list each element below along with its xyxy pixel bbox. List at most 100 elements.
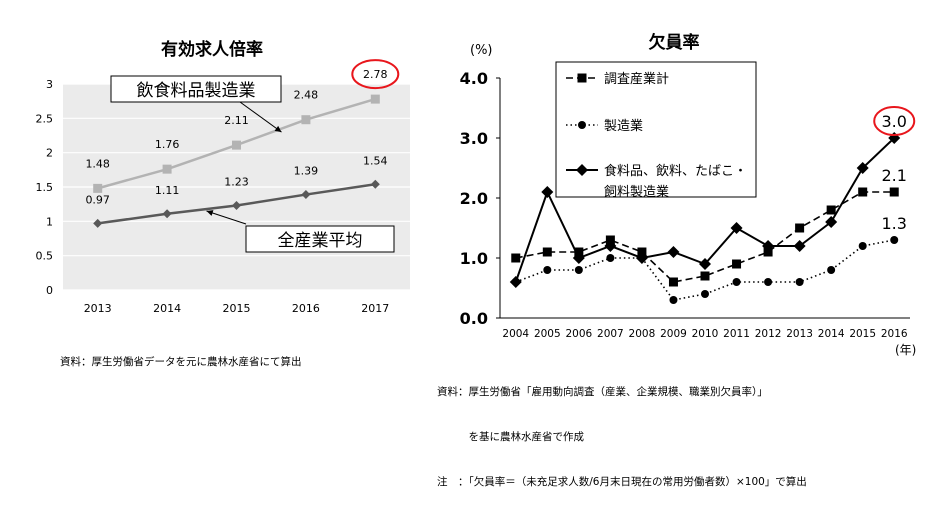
food-beverage-tobacco-marker — [793, 240, 806, 252]
food-beverage-tobacco-legend-label: 食料品、飲料、たばこ・ — [604, 163, 747, 179]
right-x-unit-label: (年) — [895, 343, 916, 357]
all-series-marker — [162, 209, 172, 219]
food-series-data-label: 1.76 — [155, 138, 180, 151]
left-y-tick-label: 0.5 — [36, 250, 54, 263]
right-x-tick-label: 2004 — [502, 328, 529, 340]
survey-industries-legend-marker — [577, 73, 587, 83]
right-end-labels: 3.0 2.1 1.3 — [873, 106, 916, 233]
left-x-tick-labels: 2013 2014 2015 2016 2017 — [84, 302, 390, 315]
right-end-label: 2.1 — [882, 166, 907, 185]
manufacturing-marker — [606, 254, 615, 262]
food-series-marker — [162, 164, 172, 174]
right-source-line-1: 資料：厚生労働省「雇用動向調査（産業、企業規模、職業別欠員率）」 — [437, 386, 768, 398]
right-x-tick-label: 2014 — [818, 328, 845, 340]
food-series-data-label: 2.11 — [224, 114, 249, 127]
survey-industries-marker — [826, 205, 836, 215]
manufacturing-marker — [701, 290, 709, 298]
survey-industries-marker — [732, 259, 742, 269]
highlight-circle-2-78 — [351, 59, 400, 90]
manufacturing-legend-label: 製造業 — [604, 118, 643, 134]
food-callout-arrow-head — [274, 125, 282, 133]
right-x-tick-label: 2009 — [660, 328, 687, 340]
all-series-data-label: 0.97 — [85, 193, 110, 206]
manufacturing-marker — [764, 278, 773, 286]
left-chart: 有効求人倍率 00.511.522.53 2013 2014 2015 2016 201… — [36, 39, 410, 315]
food-beverage-tobacco-marker — [604, 240, 617, 252]
left-series-group — [93, 94, 380, 228]
survey-industries-marker — [858, 187, 868, 197]
left-callout-arrows — [206, 101, 282, 225]
right-x-tick-label: 2015 — [849, 328, 876, 340]
right-source-line-3: 注 ：「欠員率＝（未充足求人数/6月末日現在の常用労働者数）×100」で算出 — [437, 476, 807, 488]
food-beverage-tobacco-marker — [856, 162, 869, 174]
all-callout-arrow — [206, 210, 247, 225]
survey-industries-marker — [700, 271, 710, 281]
right-legend-box — [555, 61, 757, 198]
all-series-data-label: 1.11 — [155, 184, 180, 197]
manufacturing-marker — [543, 266, 552, 274]
left-y-tick-label: 1.5 — [36, 181, 54, 194]
food-series-data-label: 2.78 — [363, 68, 388, 81]
left-data-labels: 1.48 1.76 2.11 2.48 2.78 0.97 1.11 1.23 1.39 1.54 — [85, 59, 400, 206]
left-y-tick-label: 2.5 — [36, 112, 54, 125]
right-x-tick-label: 2011 — [723, 328, 750, 340]
right-end-label: 1.3 — [882, 214, 907, 233]
left-x-tick-label: 2017 — [361, 302, 389, 315]
survey-industries-marker — [668, 277, 678, 287]
right-x-tick-label: 2016 — [881, 328, 908, 340]
right-y-tick-label: 4.0 — [460, 69, 488, 88]
manufacturing-marker — [732, 278, 741, 286]
right-x-tick-label: 2007 — [597, 328, 624, 340]
all-callout-arrow-head — [206, 210, 214, 216]
food-beverage-tobacco-marker — [730, 222, 743, 234]
right-x-tick-label: 2006 — [565, 328, 592, 340]
food-series-data-label: 1.48 — [85, 157, 110, 170]
right-x-tick-label: 2005 — [534, 328, 561, 340]
all-series-data-label: 1.54 — [363, 154, 388, 167]
manufacturing-marker — [890, 236, 899, 244]
food-series-callout-box — [110, 75, 282, 103]
food-series-marker — [301, 115, 311, 125]
right-series-group — [509, 132, 901, 304]
survey-industries-marker — [511, 253, 521, 263]
manufacturing-marker — [669, 296, 678, 304]
food-beverage-tobacco-marker — [762, 240, 775, 252]
food-beverage-tobacco-marker — [667, 246, 680, 258]
survey-industries-marker — [795, 223, 805, 233]
right-x-tick-labels: 2004 2005 2006 2007 2008 2009 2010 2011 2012 2013… — [502, 328, 908, 340]
right-end-label: 3.0 — [882, 112, 907, 131]
right-axes — [496, 77, 910, 319]
right-y-tick-label: 2.0 — [460, 189, 488, 208]
left-x-tick-label: 2014 — [153, 302, 181, 315]
food-series-marker — [370, 94, 380, 104]
manufacturing-marker — [827, 266, 836, 274]
chart-canvas: 有効求人倍率 00.511.522.53 2013 2014 2015 2016 201… — [36, 32, 917, 357]
highlight-circle-3-0 — [873, 106, 916, 136]
survey-industries-marker — [889, 187, 899, 197]
left-y-tick-label: 0 — [46, 284, 53, 297]
manufacturing-marker — [795, 278, 804, 286]
all-series-callout-label: 全産業平均 — [278, 231, 363, 251]
right-y-unit-label: (%) — [470, 43, 493, 58]
right-x-tick-label: 2012 — [755, 328, 782, 340]
all-series-marker — [93, 218, 103, 228]
all-series-marker — [301, 190, 311, 200]
manufacturing-marker — [858, 242, 867, 250]
left-chart-title: 有効求人倍率 — [161, 39, 263, 60]
food-beverage-tobacco-marker — [541, 186, 554, 198]
right-x-tick-label: 2010 — [692, 328, 719, 340]
right-source-note: 資料：厚生労働省「雇用動向調査（産業、企業規模、職業別欠員率）」 を基に農林水産… — [437, 355, 807, 505]
right-source-line-2: を基に農林水産省で作成 — [437, 431, 584, 443]
right-y-tick-label: 0.0 — [460, 309, 488, 328]
left-x-tick-label: 2015 — [223, 302, 251, 315]
right-x-tick-label: 2013 — [786, 328, 813, 340]
all-series-data-label: 1.39 — [294, 165, 319, 178]
food-beverage-tobacco-marker — [572, 252, 585, 264]
food-series-marker — [93, 183, 103, 193]
left-x-tick-label: 2016 — [292, 302, 320, 315]
food-callout-arrow — [239, 101, 282, 133]
left-x-tick-label: 2013 — [84, 302, 112, 315]
food-beverage-tobacco-marker — [635, 252, 648, 264]
manufacturing-marker — [574, 266, 583, 274]
